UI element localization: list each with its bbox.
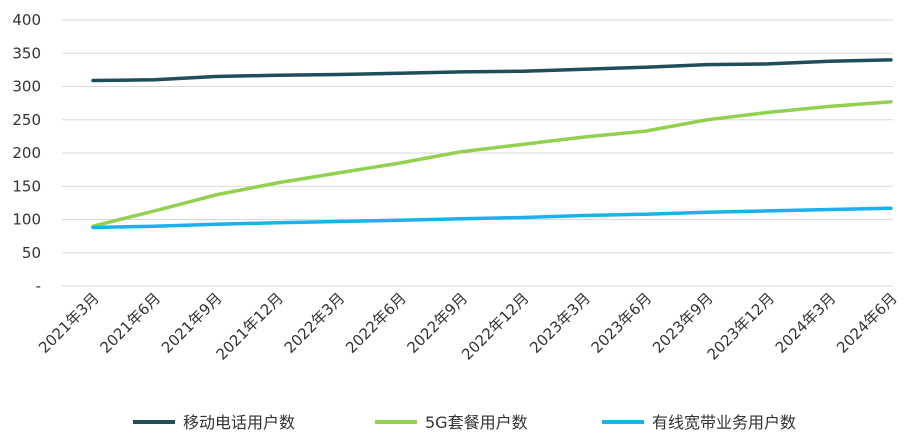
y-tick-label: 400 (12, 11, 41, 29)
y-tick-label: 200 (12, 144, 41, 162)
y-tick-label: 100 (12, 211, 41, 229)
y-tick-label: 250 (12, 111, 41, 129)
x-tick-label: 2024年6月 (833, 289, 901, 357)
x-tick-label: 2023年6月 (588, 289, 656, 357)
y-axis-tick-labels: - 50 100 150 200 250 300 350 400 (12, 11, 41, 295)
x-axis-tick-labels: 2021年3月2021年6月2021年9月2021年12月2022年3月2022… (35, 289, 901, 363)
series-line-3 (91, 206, 893, 230)
legend-label: 移动电话用户数 (183, 413, 295, 432)
legend-label: 有线宽带业务用户数 (652, 413, 796, 432)
legend: 移动电话用户数 5G套餐用户数 有线宽带业务用户数 (133, 413, 796, 432)
x-tick-label: 2022年6月 (342, 289, 410, 357)
grid-lines (62, 19, 893, 287)
x-tick-label: 2023年3月 (526, 289, 594, 357)
legend-item: 5G套餐用户数 (375, 413, 528, 432)
series-line-2 (91, 100, 893, 228)
x-tick-label: 2022年3月 (281, 289, 349, 357)
y-tick-label: - (36, 277, 41, 295)
y-tick-label: 150 (12, 177, 41, 195)
y-tick-label: 300 (12, 78, 41, 96)
series-line-1 (91, 58, 893, 83)
legend-item: 有线宽带业务用户数 (602, 413, 796, 432)
legend-item: 移动电话用户数 (133, 413, 295, 432)
x-tick-label: 2024年3月 (772, 289, 840, 357)
series-lines (91, 58, 893, 230)
legend-label: 5G套餐用户数 (425, 413, 528, 432)
x-tick-label: 2021年6月 (97, 289, 165, 357)
y-tick-label: 50 (22, 244, 41, 262)
y-tick-label: 350 (12, 44, 41, 62)
x-tick-label: 2021年3月 (35, 289, 103, 357)
